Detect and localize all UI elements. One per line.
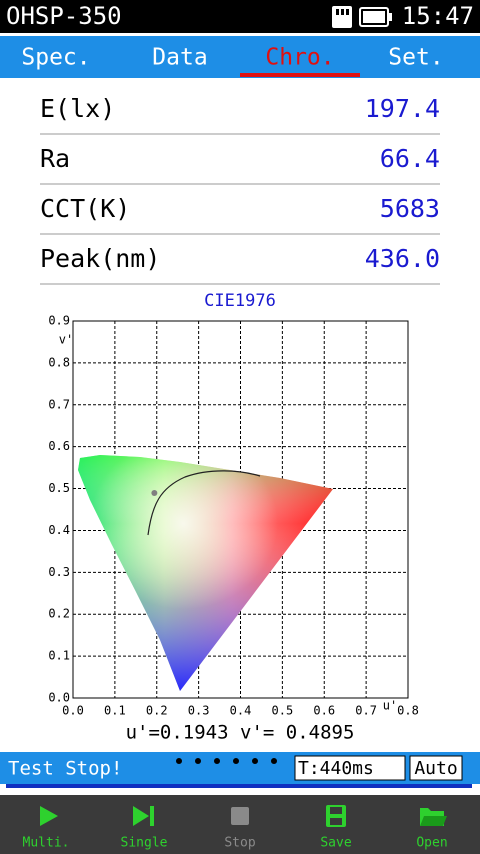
battery-icon xyxy=(359,7,392,27)
y-tick-label: 0.1 xyxy=(48,649,70,663)
y-tick-label: 0.4 xyxy=(48,523,70,537)
integration-time[interactable]: T:440ms xyxy=(298,758,374,779)
single-icon[interactable] xyxy=(133,806,154,826)
planckian-locus xyxy=(147,470,261,536)
clock: 15:47 xyxy=(402,2,474,30)
chart-title: CIE1976 xyxy=(204,291,276,311)
metric-value: 197.4 xyxy=(365,94,440,123)
open-icon[interactable] xyxy=(420,808,447,826)
x-tick-label: 0.2 xyxy=(146,704,168,718)
x-tick-label: 0.7 xyxy=(355,704,377,718)
status-message: Test Stop! xyxy=(8,758,122,780)
y-tick-label: 0.9 xyxy=(48,314,70,328)
progress-bar xyxy=(6,784,472,788)
stop-icon[interactable] xyxy=(231,807,249,825)
x-tick-label: 0.4 xyxy=(230,704,252,718)
x-tick-label: 0.8 xyxy=(397,704,419,718)
y-tick-label: 0.6 xyxy=(48,439,70,453)
y-tick-label: 0.3 xyxy=(48,565,70,579)
y-tick-label: 0.7 xyxy=(48,397,70,411)
y-tick-label: 0.2 xyxy=(48,607,70,621)
tab-label[interactable]: Spec. xyxy=(21,45,90,71)
coordinates: u'=0.1943 v'= 0.4895 xyxy=(126,722,355,744)
time-box[interactable] xyxy=(294,755,406,781)
multi-icon[interactable] xyxy=(40,806,58,826)
y-tick-label: 0.0 xyxy=(48,691,70,705)
active-tab-underline xyxy=(240,73,360,77)
metric-label: Peak(nm) xyxy=(40,244,160,273)
toolbar-label[interactable]: Open xyxy=(416,836,447,851)
y-tick-label: 0.8 xyxy=(48,355,70,369)
toolbar-label[interactable]: Stop xyxy=(224,836,255,851)
mode-box[interactable] xyxy=(409,755,463,781)
metric-label: E(lx) xyxy=(40,94,115,123)
x-tick-label: 0.6 xyxy=(313,704,335,718)
metric-value: 66.4 xyxy=(380,144,440,173)
mode[interactable]: Auto xyxy=(414,758,457,779)
y-tick-label: 0.5 xyxy=(48,481,70,495)
toolbar-label[interactable]: Save xyxy=(320,836,351,851)
x-tick-label: 0.1 xyxy=(104,704,126,718)
progress-dots xyxy=(176,758,277,764)
x-tick-label: 0.0 xyxy=(62,704,84,718)
device-name: OHSP-350 xyxy=(6,2,122,30)
metric-value: 436.0 xyxy=(365,244,440,273)
metric-label: Ra xyxy=(40,144,70,173)
tab-bar xyxy=(0,36,480,78)
sd-icon xyxy=(332,6,352,28)
x-tick-label: 0.5 xyxy=(272,704,294,718)
y-axis-label: v' xyxy=(59,333,73,347)
x-tick-label: 0.3 xyxy=(188,704,210,718)
tab-label[interactable]: Chro. xyxy=(265,45,334,71)
tab-label[interactable]: Data xyxy=(152,45,207,71)
save-icon[interactable] xyxy=(326,805,346,827)
x-axis-label: u' xyxy=(383,699,397,713)
toolbar-label[interactable]: Single xyxy=(121,836,168,851)
tab-label[interactable]: Set. xyxy=(388,45,443,71)
chromaticity-point xyxy=(151,489,158,496)
metric-value: 5683 xyxy=(380,194,440,223)
status-bar xyxy=(0,0,480,33)
metric-label: CCT(K) xyxy=(40,194,130,223)
toolbar-label[interactable]: Multi. xyxy=(23,836,70,851)
